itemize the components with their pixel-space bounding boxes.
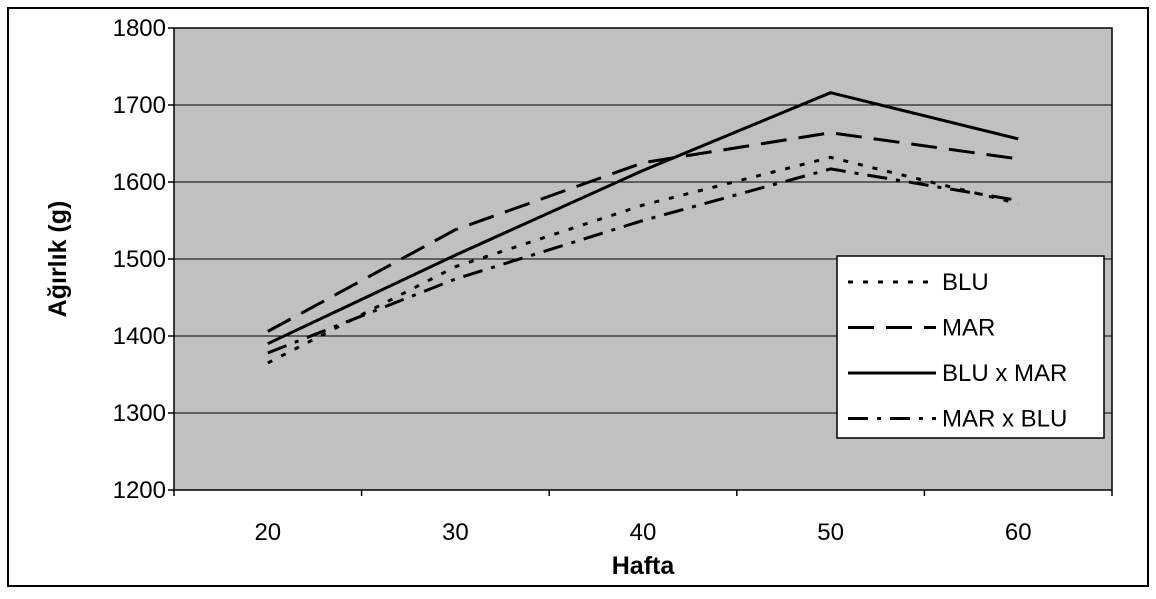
legend-box <box>836 255 1105 439</box>
legend-label: MAR x BLU <box>942 406 1067 433</box>
y-tick-label: 1700 <box>113 92 166 119</box>
legend-label: BLU x MAR <box>942 360 1067 387</box>
x-tick-label: 30 <box>442 519 469 546</box>
x-tick-label: 40 <box>630 519 657 546</box>
legend: BLU MAR BLU x MAR MAR x BLU <box>836 255 1105 439</box>
y-tick-label: 1600 <box>113 169 166 196</box>
series-line-1 <box>267 155 1019 365</box>
series-line-2 <box>267 131 1019 333</box>
gridlines <box>174 104 1112 414</box>
series-line-4 <box>267 167 1019 355</box>
axes: 1200 1300 1400 1500 1600 1700 1800 20 30 40 50 60 <box>113 15 1113 546</box>
series-lines <box>267 91 1019 365</box>
y-axis-title: Ağırlık (g) <box>44 201 72 318</box>
y-tick-label: 1300 <box>113 400 166 427</box>
x-tick-label: 20 <box>254 519 281 546</box>
x-tick-label: 60 <box>1005 519 1032 546</box>
x-axis-title: Hafta <box>612 552 676 580</box>
y-tick-label: 1400 <box>113 323 166 350</box>
y-tick-label: 1800 <box>113 15 166 42</box>
y-tick-label: 1200 <box>113 477 166 504</box>
x-tick-label: 50 <box>817 519 844 546</box>
legend-label: BLU <box>942 269 989 296</box>
y-tick-label: 1500 <box>113 246 166 273</box>
legend-label: MAR <box>942 315 995 342</box>
series-line-3 <box>267 91 1019 346</box>
